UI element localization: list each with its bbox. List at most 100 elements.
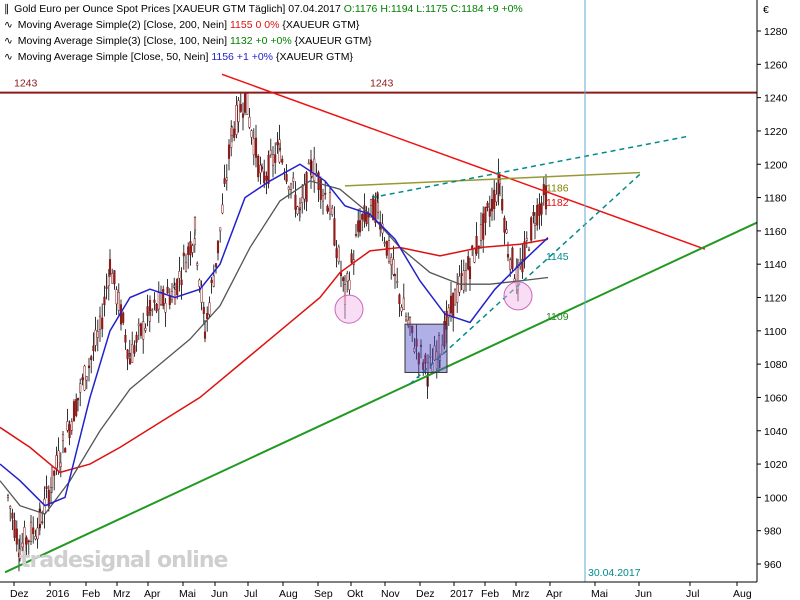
x-tick-label: 2016 <box>46 588 70 600</box>
candle-body <box>285 174 288 182</box>
candle-body <box>417 353 420 365</box>
candle-body <box>128 358 132 365</box>
candle-body <box>223 178 226 184</box>
candle-body <box>429 355 432 358</box>
candle-body <box>191 245 194 253</box>
candle-body <box>516 267 520 291</box>
candle-body <box>49 487 53 493</box>
candle-body <box>419 344 423 347</box>
candle-body <box>241 113 245 118</box>
candle-body <box>523 241 526 261</box>
y-tick-label: 1080 <box>764 359 788 371</box>
candle-body <box>486 202 489 208</box>
ma200-line <box>0 238 549 474</box>
candle-body <box>267 154 270 184</box>
x-tick-label: 2017 <box>450 588 474 600</box>
candle-body <box>142 321 145 340</box>
candle-body <box>387 240 391 262</box>
candle-body <box>276 142 279 146</box>
candle-body <box>287 186 290 191</box>
x-tick-label: Jun <box>211 588 228 600</box>
chart-annotations: 1243 1243 1186 1182 1145 1109 30.04.2017 <box>14 78 641 579</box>
candle-body <box>303 184 306 200</box>
candle-body <box>369 199 373 206</box>
candle-body <box>206 313 209 320</box>
candle-body <box>460 273 463 276</box>
candle-body <box>225 177 228 181</box>
x-tick-label: Dez <box>416 588 435 600</box>
legend-ma100-name: Moving Average Simple(3) [Close, 100, Ne… <box>17 35 228 47</box>
x-tick-label: Dez <box>10 588 29 600</box>
candle-icon: ∥ <box>4 3 10 15</box>
candle-body <box>6 495 10 498</box>
legend-ma100: ∿ Moving Average Simple(3) [Close, 100, … <box>4 35 372 47</box>
candle-body <box>274 154 277 163</box>
candle-body <box>210 279 213 283</box>
candle-body <box>76 397 80 401</box>
candle-body <box>36 527 39 540</box>
candle-body <box>193 217 197 231</box>
candle-body <box>107 275 110 286</box>
candle-body <box>111 273 114 284</box>
candle-body <box>124 334 127 343</box>
bottom-marker-circle <box>334 294 364 324</box>
candle-body <box>269 149 272 156</box>
candle-body <box>133 345 136 354</box>
candle-body <box>376 202 380 213</box>
x-tick-label: Aug <box>733 588 752 600</box>
candle-body <box>180 279 183 286</box>
neckline <box>344 171 641 187</box>
candle-body <box>462 270 465 291</box>
candle-body <box>490 198 494 212</box>
y-tick-label: 1040 <box>764 426 788 438</box>
candle-body <box>13 519 16 538</box>
candle-body <box>29 521 33 542</box>
tradesignal-watermark: tradesignal online <box>20 548 228 573</box>
candle-body <box>45 486 48 489</box>
candle-body <box>98 315 102 330</box>
candle-body <box>343 284 347 305</box>
candle-body <box>189 241 192 256</box>
candle-body <box>144 327 147 331</box>
candle-body <box>452 292 455 318</box>
candle-body <box>328 192 332 215</box>
candle-body <box>135 334 138 343</box>
candle-body <box>335 248 338 258</box>
candle-body <box>101 317 104 330</box>
candle-body <box>271 154 275 166</box>
candle-body <box>235 105 238 135</box>
candle-body <box>157 292 160 310</box>
candle-body <box>324 192 327 195</box>
candle-body <box>506 254 510 258</box>
candle-body <box>544 185 548 210</box>
candle-body <box>278 148 282 150</box>
candle-body <box>473 248 476 263</box>
candle-body <box>250 130 253 138</box>
candle-body <box>94 329 97 346</box>
candle-body <box>254 137 258 158</box>
candle-body <box>493 189 496 209</box>
candle-body <box>131 344 134 363</box>
candle-body <box>503 217 506 233</box>
y-tick-label: 960 <box>764 559 782 571</box>
candle-body <box>252 138 255 156</box>
candle-body <box>289 183 293 190</box>
candle-body <box>178 270 181 279</box>
candle-body <box>484 206 487 223</box>
candle-body <box>182 252 185 257</box>
candle-body <box>68 424 71 439</box>
candle-body <box>219 227 222 232</box>
legend-ma100-suffix: {XAUEUR GTM} <box>294 35 372 47</box>
candle-body <box>200 287 203 303</box>
candle-body <box>187 246 190 255</box>
candle-body <box>83 365 86 391</box>
candle-body <box>105 286 108 289</box>
candle-body <box>168 295 171 305</box>
candle-body <box>72 401 76 422</box>
y-tick-label: 1200 <box>764 159 788 171</box>
ma50-line <box>0 163 549 507</box>
y-tick-label: 1020 <box>764 459 788 471</box>
candle-body <box>521 258 524 273</box>
currency-label: € <box>763 4 769 16</box>
